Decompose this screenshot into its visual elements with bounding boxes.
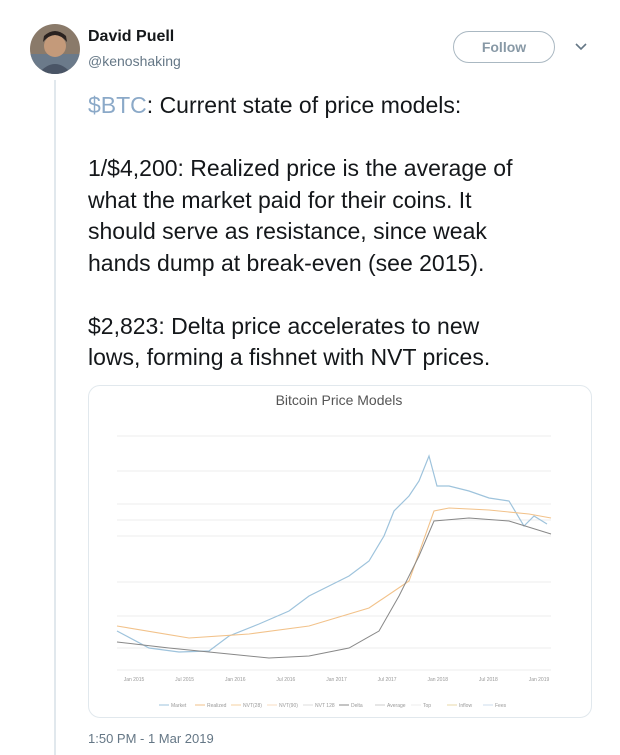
paragraph: $2,823: Delta price accelerates to new lo… (88, 311, 513, 374)
image-x-label: Jul 2016 (276, 677, 295, 683)
avatar-image (30, 24, 80, 74)
legend-label: NVT 128 (315, 703, 335, 709)
text-line-content: : Current state of price models: (146, 92, 462, 118)
timestamp[interactable]: 1:50 PM - 1 Mar 2019 (88, 731, 214, 746)
legend-label: NVT(28) (243, 703, 262, 709)
image-x-label: Jul 2018 (479, 677, 498, 683)
cashtag[interactable]: $BTC (88, 92, 147, 118)
image-x-label: Jan 2015 (124, 677, 145, 683)
follow-button[interactable]: Follow (453, 31, 555, 63)
text-line: $2,823: Delta price accelerates to new (88, 311, 513, 343)
image-line (116, 454, 548, 653)
image-x-label: Jan 2018 (427, 677, 448, 683)
legend-label: Fees (495, 703, 507, 709)
tweet-image[interactable]: Bitcoin Price Models Jan 2015 Jul 2015 Jan… (88, 385, 592, 718)
image-x-label: Jul 2015 (175, 677, 194, 683)
text-line-content: $2,823: Delta price accelerates to new (88, 312, 480, 339)
image-x-label: Jul 2017 (378, 677, 397, 683)
legend-label: Inflow (459, 703, 472, 709)
image-x-labels: Jan 2015 Jul 2015 Jan 2016 Jul 2016 Jan 2017… (124, 677, 550, 683)
text-line: 1/$4,200: Realized price is the average … (88, 153, 513, 185)
tweet-text: $BTC: Current state of price models: 1/$4… (88, 90, 513, 405)
paragraph: $BTC: Current state of price models: (88, 90, 513, 122)
text-line: what the market paid for their coins. It (88, 185, 513, 217)
author-name[interactable]: David Puell (88, 28, 175, 45)
avatar[interactable] (30, 24, 80, 74)
text-line-content: hands dump at break-even (see 2015). (88, 249, 485, 276)
legend-label: NVT(90) (279, 703, 298, 709)
image-x-label: Jan 2016 (225, 677, 246, 683)
text-line: $BTC: Current state of price models: (88, 90, 513, 122)
text-line-content: what the market paid for their coins. It (88, 186, 472, 213)
text-line: lows, forming a fishnet with NVT prices. (88, 342, 513, 374)
author-handle[interactable]: @kenoshaking (88, 53, 181, 69)
chart-image: Bitcoin Price Models Jan 2015 Jul 2015 Jan… (116, 392, 552, 709)
menu-chevron[interactable] (574, 40, 588, 54)
text-line: hands dump at break-even (see 2015). (88, 248, 513, 280)
text-line-content: should serve as resistance, since weak (88, 218, 487, 244)
text-line-content: 1/$4,200: Realized price is the average … (88, 155, 513, 181)
image-line (116, 507, 552, 639)
text-line-content: lows, forming a fishnet with NVT prices. (88, 344, 491, 370)
thread-line (54, 80, 56, 755)
image-grid (117, 435, 551, 671)
image-x-label: Jan 2019 (529, 677, 550, 683)
legend-label: Realized (207, 703, 227, 709)
text-line: should serve as resistance, since weak (88, 216, 513, 248)
paragraph: 1/$4,200: Realized price is the average … (88, 153, 513, 279)
legend-label: Average (387, 703, 406, 709)
image-title: Bitcoin Price Models (276, 392, 403, 408)
legend-label: Top (423, 703, 431, 709)
image-line (116, 517, 552, 659)
image-legend: Market Realized NVT(28) NVT(90) NVT 128 Delta… (159, 703, 507, 709)
legend-label: Market (171, 703, 187, 709)
image-x-label: Jan 2017 (326, 677, 347, 683)
legend-label: Delta (351, 703, 363, 709)
